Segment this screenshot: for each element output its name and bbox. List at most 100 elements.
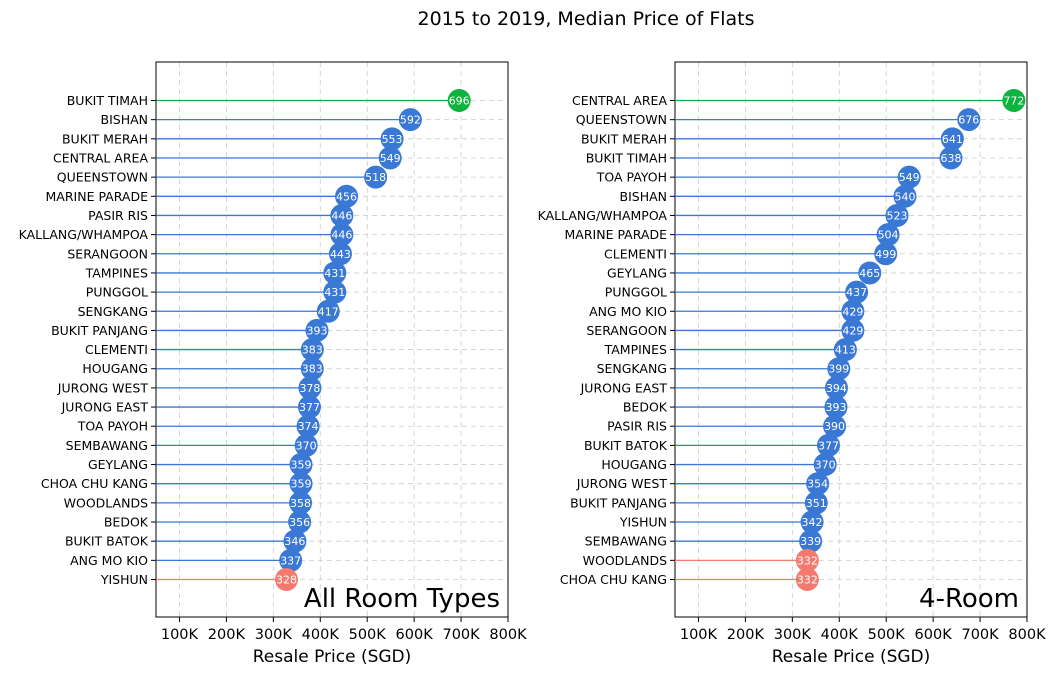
y-tick-label-woodlands: WOODLANDS [64,495,148,510]
data-label-sengkang: 399 [828,363,849,376]
lollipop-head-marine-parade [876,223,900,247]
y-tick-label-kallang-whampoa: KALLANG/WHAMPOA [19,227,149,242]
y-tick-label-bukit-merah: BUKIT MERAH [581,131,667,146]
y-tick-label-serangoon: SERANGOON [586,323,667,338]
lollipop-head-pasir-ris [330,203,354,227]
data-label-bukit-panjang: 393 [306,324,327,337]
y-tick-label-punggol: PUNGGOL [605,285,667,300]
lollipop-head-bishan [398,108,422,132]
lollipop-head-hougang [300,357,324,381]
x-tick-label: 400K [821,627,859,643]
y-tick-label-tampines: TAMPINES [85,265,148,280]
data-label-queenstown: 518 [365,171,386,184]
lollipop-head-bukit-merah [380,127,404,151]
data-label-serangoon: 443 [330,248,351,261]
y-tick-label-bukit-panjang: BUKIT PANJANG [570,495,667,510]
data-label-ang-mo-kio: 429 [842,305,863,318]
data-label-tampines: 413 [835,344,856,357]
y-tick-label-hougang: HOUGANG [82,361,148,376]
lollipop-head-choa-chu-kang [289,472,313,496]
x-tick-label: 500K [349,627,387,643]
lollipop-head-yishun [274,568,298,591]
lollipop-head-bukit-panjang [305,318,329,342]
lollipop-head-bishan [893,184,917,208]
data-label-pasir-ris: 390 [824,420,845,433]
lollipop-head-sembawang [799,529,823,553]
lollipop-head-toa-payoh [897,165,921,189]
lollipop-head-serangoon [841,318,865,342]
y-tick-label-bishan: BISHAN [620,189,668,204]
lollipop-head-central-area [1002,89,1026,112]
x-tick-label: 300K [774,627,812,643]
data-label-sembawang: 370 [296,439,317,452]
data-label-yishun: 342 [802,516,823,529]
data-label-bedok: 393 [825,401,846,414]
x-axis-label: Resale Price (SGD) [253,647,412,667]
panel-4-room: 100K 200K 300K 400K 500K 600K 700K 800K Resale P… [538,61,1046,667]
x-tick-label: 100K [680,627,718,643]
x-tick-label: 200K [727,627,765,643]
data-label-geylang: 465 [859,267,880,280]
data-label-woodlands: 358 [290,497,311,510]
y-tick-label-bukit-merah: BUKIT MERAH [62,131,148,146]
x-tick-label: 200K [208,627,246,643]
y-tick-label-toa-payoh: TOA PAYOH [77,419,148,434]
y-tick-label-bedok: BEDOK [623,400,668,415]
x-tick-label: 600K [396,627,434,643]
lollipop-head-punggol [323,280,347,304]
data-label-punggol: 431 [324,286,345,299]
y-tick-label-serangoon: SERANGOON [67,246,148,261]
y-tick-label-geylang: GEYLANG [607,265,667,280]
lollipop-head-jurong-east [297,395,321,419]
y-tick-label-jurong-west: JURONG WEST [576,476,668,491]
lollipop-head-kallang-whampoa [330,223,354,247]
lollipop-head-jurong-west [298,376,322,400]
lollipop-head-choa-chu-kang [795,568,819,591]
y-tick-label-bukit-timah: BUKIT TIMAH [586,150,667,165]
y-tick-label-sengkang: SENGKANG [78,304,148,319]
y-tick-label-kallang-whampoa: KALLANG/WHAMPOA [538,208,668,223]
data-label-serangoon: 429 [842,324,863,337]
y-tick-label-jurong-east: JURONG EAST [61,400,149,415]
data-label-queenstown: 676 [958,114,979,127]
data-label-geylang: 359 [291,459,312,472]
data-label-toa-payoh: 374 [298,420,319,433]
lollipop-head-sengkang [827,357,851,381]
y-tick-label-jurong-east: JURONG EAST [580,380,668,395]
data-label-bukit-timah: 638 [940,152,961,165]
data-label-choa-chu-kang: 332 [797,574,818,587]
x-tick-label: 500K [868,627,906,643]
x-axis-label: Resale Price (SGD) [772,647,931,667]
data-label-tampines: 431 [324,267,345,280]
y-tick-label-toa-payoh: TOA PAYOH [596,170,667,185]
data-label-central-area: 549 [380,152,401,165]
lollipop-head-kallang-whampoa [885,203,909,227]
lollipop-head-bukit-merah [940,127,964,151]
lollipop-head-bedok [824,395,848,419]
data-label-ang-mo-kio: 337 [280,554,301,567]
data-label-clementi: 383 [302,344,323,357]
y-tick-label-bukit-panjang: BUKIT PANJANG [51,323,148,338]
lollipop-head-serangoon [328,242,352,266]
data-label-hougang: 383 [302,363,323,376]
y-tick-label-geylang: GEYLANG [88,457,148,472]
y-tick-label-yishun: YISHUN [619,515,667,530]
data-label-jurong-east: 377 [299,401,320,414]
y-tick-label-jurong-west: JURONG WEST [57,380,149,395]
y-tick-label-sengkang: SENGKANG [597,361,667,376]
y-tick-label-bedok: BEDOK [104,515,149,530]
y-tick-label-choa-chu-kang: CHOA CHU KANG [560,572,667,587]
data-label-jurong-east: 394 [826,382,847,395]
plot-frame [674,61,1028,618]
x-tick-label: 600K [915,627,953,643]
plot-frame [155,61,509,618]
data-label-bukit-batok: 377 [818,439,839,452]
lollipop-head-ang-mo-kio [841,299,865,323]
lollipop-head-clementi [300,338,324,362]
lollipop-head-central-area [378,146,402,170]
lollipop-head-bukit-batok [816,433,840,457]
lollipop-head-tampines [833,338,857,362]
data-label-bukit-merah: 641 [942,133,963,146]
data-label-bedok: 356 [289,516,310,529]
data-label-bukit-batok: 346 [284,535,305,548]
